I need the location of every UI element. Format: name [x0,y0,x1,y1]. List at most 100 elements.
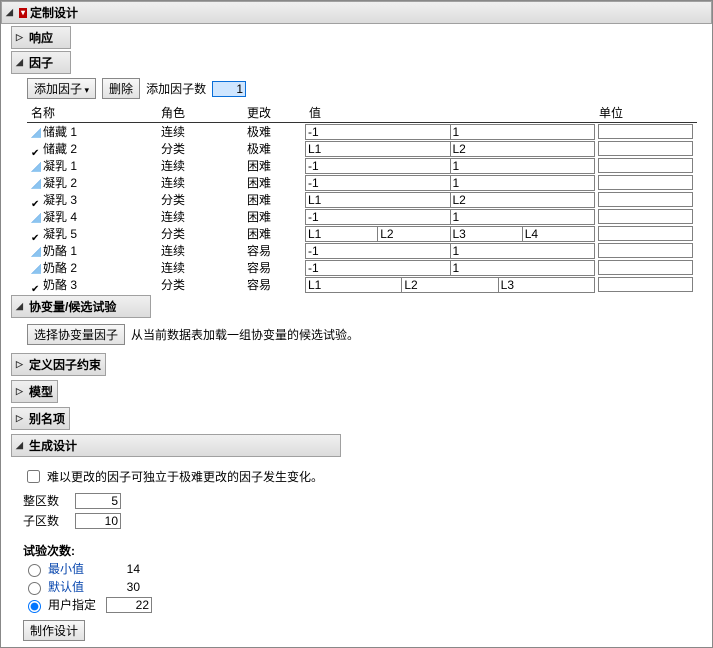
cell-change[interactable]: 容易 [243,242,305,259]
cell-change[interactable]: 困难 [243,191,305,208]
aliases-title: 别名项 [29,410,65,427]
cell-name[interactable]: 凝乳 5 [27,225,157,242]
value-cell[interactable]: 1 [450,209,596,225]
value-cell[interactable]: L2 [450,192,596,208]
cell-name[interactable]: 凝乳 1 [27,157,157,174]
value-cell[interactable]: L1 [305,277,402,293]
cell-name[interactable]: 储藏 2 [27,140,157,157]
categorical-icon [31,281,41,291]
cell-role[interactable]: 连续 [157,242,243,259]
value-cell[interactable]: -1 [305,243,451,259]
runs-min-label[interactable]: 最小值 [48,560,84,577]
cell-change[interactable]: 困难 [243,208,305,225]
cell-unit[interactable] [595,225,697,242]
cell-unit[interactable] [595,259,697,276]
cell-change[interactable]: 极难 [243,123,305,141]
cell-change[interactable]: 困难 [243,225,305,242]
value-cell[interactable]: 1 [450,243,596,259]
cell-unit[interactable] [595,157,697,174]
cell-role[interactable]: 分类 [157,225,243,242]
cell-unit[interactable] [595,140,697,157]
table-row[interactable]: 奶酪 3分类容易L1L2L3 [27,276,697,293]
cell-name[interactable]: 奶酪 1 [27,242,157,259]
add-n-input[interactable] [212,81,246,97]
cell-role[interactable]: 连续 [157,259,243,276]
value-cell[interactable]: -1 [305,124,451,140]
value-cell[interactable]: L3 [498,277,595,293]
value-cell[interactable]: L2 [450,141,596,157]
cell-unit[interactable] [595,191,697,208]
table-row[interactable]: 储藏 1连续极难-11 [27,123,697,141]
red-dropdown-icon[interactable]: ▾ [19,8,27,18]
table-row[interactable]: 奶酪 2连续容易-11 [27,259,697,276]
value-cell[interactable]: L1 [305,141,451,157]
cell-role[interactable]: 分类 [157,276,243,293]
cell-role[interactable]: 连续 [157,123,243,141]
section-factors-header[interactable]: ◢ 因子 [11,51,71,74]
cell-role[interactable]: 连续 [157,208,243,225]
runs-default-radio[interactable] [28,582,41,595]
value-cell[interactable]: L1 [305,192,451,208]
value-cell[interactable]: L4 [522,226,595,242]
cell-values: L1L2L3L4 [305,225,595,242]
value-cell[interactable]: -1 [305,175,451,191]
value-cell[interactable]: -1 [305,260,451,276]
continuous-icon [31,162,41,172]
cell-change[interactable]: 困难 [243,174,305,191]
main-header[interactable]: ◢ ▾ 定制设计 [1,1,712,24]
cell-name[interactable]: 凝乳 4 [27,208,157,225]
table-row[interactable]: 凝乳 4连续困难-11 [27,208,697,225]
cell-change[interactable]: 困难 [243,157,305,174]
cell-name[interactable]: 奶酪 2 [27,259,157,276]
section-constraints-header[interactable]: ▷ 定义因子约束 [11,353,106,376]
runs-default-label[interactable]: 默认值 [48,578,84,595]
value-cell[interactable]: L2 [377,226,450,242]
value-cell[interactable]: 1 [450,175,596,191]
section-aliases-header[interactable]: ▷ 别名项 [11,407,70,430]
value-cell[interactable]: L2 [401,277,498,293]
value-cell[interactable]: L1 [305,226,378,242]
cell-unit[interactable] [595,208,697,225]
add-factor-dropdown[interactable]: 添加因子 [27,78,96,99]
cell-name[interactable]: 凝乳 3 [27,191,157,208]
cell-name[interactable]: 凝乳 2 [27,174,157,191]
table-row[interactable]: 凝乳 5分类困难L1L2L3L4 [27,225,697,242]
runs-min-radio[interactable] [28,564,41,577]
cell-unit[interactable] [595,242,697,259]
cell-role[interactable]: 连续 [157,174,243,191]
table-row[interactable]: 凝乳 3分类困难L1L2 [27,191,697,208]
runs-user-input[interactable] [106,597,152,613]
make-design-button[interactable]: 制作设计 [23,620,85,641]
cell-change[interactable]: 极难 [243,140,305,157]
select-covariate-button[interactable]: 选择协变量因子 [27,324,125,345]
cell-role[interactable]: 分类 [157,140,243,157]
cell-unit[interactable] [595,174,697,191]
value-cell[interactable]: 1 [450,158,596,174]
runs-user-radio[interactable] [28,600,41,613]
cell-role[interactable]: 分类 [157,191,243,208]
whole-plots-input[interactable] [75,493,121,509]
value-cell[interactable]: L3 [450,226,523,242]
hard-independent-checkbox[interactable] [27,470,40,483]
section-model-header[interactable]: ▷ 模型 [11,380,58,403]
cell-name[interactable]: 奶酪 3 [27,276,157,293]
table-row[interactable]: 储藏 2分类极难L1L2 [27,140,697,157]
cell-unit[interactable] [595,276,697,293]
sub-plots-input[interactable] [75,513,121,529]
table-row[interactable]: 奶酪 1连续容易-11 [27,242,697,259]
section-generate-header[interactable]: ◢ 生成设计 [11,434,341,457]
table-row[interactable]: 凝乳 2连续困难-11 [27,174,697,191]
cell-change[interactable]: 容易 [243,259,305,276]
section-covariates-header[interactable]: ◢ 协变量/候选试验 [11,295,151,318]
value-cell[interactable]: 1 [450,260,596,276]
cell-name[interactable]: 储藏 1 [27,123,157,141]
cell-unit[interactable] [595,123,697,141]
value-cell[interactable]: -1 [305,158,451,174]
value-cell[interactable]: -1 [305,209,451,225]
value-cell[interactable]: 1 [450,124,596,140]
section-response-header[interactable]: ▷ 响应 [11,26,71,49]
delete-button[interactable]: 删除 [102,78,140,99]
cell-role[interactable]: 连续 [157,157,243,174]
cell-change[interactable]: 容易 [243,276,305,293]
table-row[interactable]: 凝乳 1连续困难-11 [27,157,697,174]
